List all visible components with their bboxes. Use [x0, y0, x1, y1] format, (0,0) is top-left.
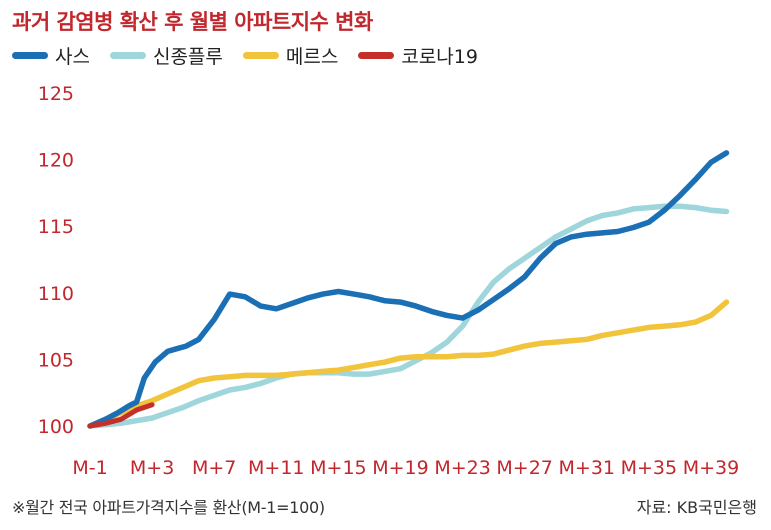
series-line-swine-flu	[87, 203, 730, 429]
legend-swatch-sars	[12, 52, 48, 59]
chart-source: 자료: KB국민은행	[636, 498, 757, 517]
x-tick-label: M+7	[192, 457, 236, 479]
x-tick-label: M+31	[559, 457, 616, 479]
legend-label-mers: 메르스	[285, 46, 339, 68]
legend-item-swine-flu: 신종플루	[109, 42, 223, 69]
legend-item-covid19: 코로나19	[358, 42, 478, 69]
legend-label-swine-flu: 신종플루	[152, 46, 223, 68]
series-line-sars	[87, 150, 730, 429]
y-tick-label: 105	[38, 349, 74, 371]
series-line-covid19	[87, 402, 155, 429]
y-tick-label: 120	[38, 150, 74, 172]
series-line-mers	[87, 299, 730, 429]
x-tick-label: M+15	[310, 457, 367, 479]
legend-label-covid19: 코로나19	[401, 46, 478, 68]
legend-swatch-covid19	[358, 52, 395, 59]
y-tick-label: 125	[38, 83, 74, 105]
chart-footnote: ※월간 전국 아파트가격지수를 환산(M-1=100)	[12, 498, 325, 517]
legend-item-mers: 메르스	[242, 42, 339, 69]
y-tick-label: 100	[38, 416, 74, 438]
x-tick-label: M-1	[72, 457, 107, 479]
y-tick-label: 115	[38, 216, 74, 238]
x-tick-label: M+3	[130, 457, 174, 479]
legend-swatch-swine-flu	[109, 52, 146, 59]
x-tick-label: M+35	[621, 457, 678, 479]
x-tick-label: M+11	[248, 457, 305, 479]
chart-title: 과거 감염병 확산 후 월별 아파트지수 변화	[12, 10, 373, 34]
y-tick-label: 110	[38, 283, 74, 305]
x-tick-label: M+19	[372, 457, 429, 479]
chart-legend: 사스 신종플루 메르스 코로나19	[12, 42, 498, 69]
x-tick-label: M+39	[683, 457, 740, 479]
x-tick-label: M+23	[434, 457, 491, 479]
legend-label-sars: 사스	[55, 46, 90, 68]
x-tick-label: M+27	[496, 457, 553, 479]
legend-swatch-mers	[242, 52, 279, 59]
legend-item-sars: 사스	[12, 42, 90, 69]
